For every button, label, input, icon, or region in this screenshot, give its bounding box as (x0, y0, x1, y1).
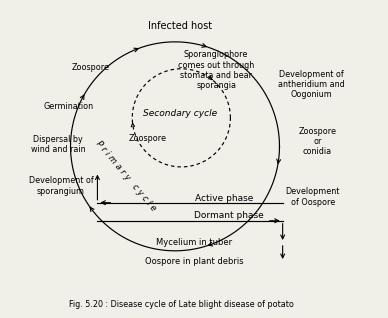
Text: Dormant phase: Dormant phase (194, 211, 264, 220)
Text: P r i m a r y   c y c l e: P r i m a r y c y c l e (94, 140, 158, 213)
Text: Fig. 5.20 : Disease cycle of Late blight disease of potato: Fig. 5.20 : Disease cycle of Late blight… (69, 300, 294, 309)
Text: Development of
sporangium: Development of sporangium (29, 176, 94, 196)
Text: Secondary cycle: Secondary cycle (143, 108, 217, 118)
Text: Zoospore
or
conidia: Zoospore or conidia (298, 127, 336, 156)
Text: Active phase: Active phase (195, 194, 253, 203)
Text: Dispersal by
wind and rain: Dispersal by wind and rain (31, 135, 85, 155)
Text: Germination: Germination (44, 102, 94, 111)
Text: Infected host: Infected host (148, 21, 212, 31)
Text: Sporangiophore
comes out through
stomata and bear
sporangia: Sporangiophore comes out through stomata… (178, 50, 254, 90)
Text: Development of
antheridium and
Oogonium: Development of antheridium and Oogonium (278, 70, 345, 100)
Text: Mycelium in tuber: Mycelium in tuber (156, 238, 232, 247)
Text: Zoospore: Zoospore (72, 63, 110, 72)
Text: Oospore in plant debris: Oospore in plant debris (145, 257, 243, 266)
Text: Development
of Oospore: Development of Oospore (286, 187, 340, 207)
Text: Zoospore: Zoospore (129, 134, 167, 143)
